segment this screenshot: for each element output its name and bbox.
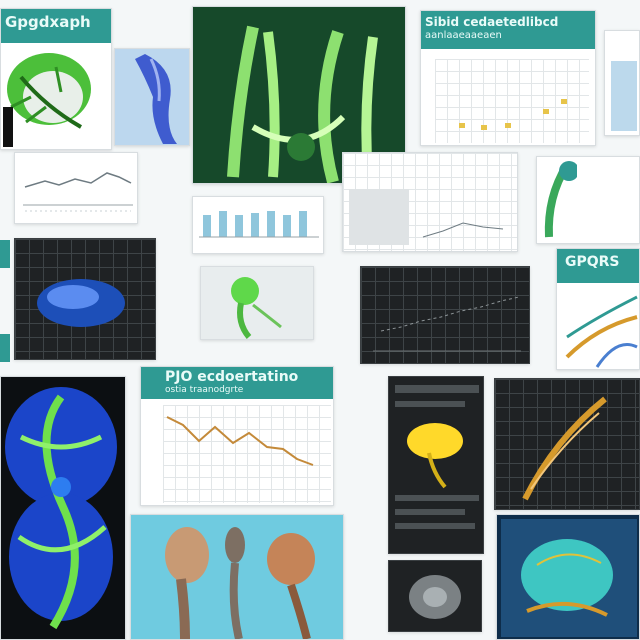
leaf-structure-icon: [3, 53, 91, 147]
card-brain-section: [0, 376, 126, 640]
card-title-band: Gpgdxaph: [1, 9, 111, 43]
card-line-chart: [14, 152, 138, 224]
card-middle-chart: PJO ecdoertatino ostia traanodgrte: [140, 366, 334, 506]
left-teal-tab: [0, 334, 10, 362]
card-dark-chart: [360, 266, 530, 364]
card-leaf-specimen: Gpgdxaph: [0, 8, 112, 150]
card-blue-ellipse: [14, 238, 156, 360]
card-title: PJO ecdoertatino: [165, 369, 299, 385]
card-dark-bottom: [388, 560, 482, 632]
leaf-structure-icon: [544, 161, 577, 238]
middle-line-plot: [166, 416, 314, 466]
card-title-band: PJO ecdoertatino ostia traanodgrte: [141, 367, 333, 399]
chart-area: [163, 405, 331, 503]
organ-specimen-icon: [115, 49, 189, 145]
card-title: GPQRS: [565, 254, 620, 270]
grey-specimen-image: [409, 575, 461, 619]
bulb-specimen-image: [201, 267, 313, 339]
card-title: Sibid cedaetedlibcd: [425, 15, 559, 29]
card-organ-models: [130, 514, 344, 640]
dark-chart-plot: [373, 296, 521, 352]
card-subtitle: aanlaaeaaeaen: [425, 30, 502, 41]
card-yellow-specimen: [388, 376, 484, 554]
card-side-strip: [604, 30, 640, 136]
card-right-title: GPQRS: [556, 248, 640, 370]
card-title-band: Sibid cedaetedlibcd aanlaaeaaeaen: [421, 11, 595, 49]
bar-chart-plot: [199, 211, 319, 238]
strip-color-block: [611, 61, 637, 131]
card-bar-chart: [192, 196, 324, 254]
table-block: [349, 189, 409, 245]
organ-models-image: [131, 515, 343, 639]
chart-area: [435, 59, 589, 143]
yellow-specimen-icon: [395, 385, 479, 529]
card-organ-specimen: [114, 48, 190, 146]
left-teal-tab: [0, 240, 10, 268]
scatter-marks: [459, 99, 567, 130]
card-teal-specimen: [496, 514, 640, 640]
teal-specimen-image: [501, 519, 637, 637]
brain-section-icon: [5, 387, 117, 630]
fibre-diagram: [565, 295, 638, 368]
card-amber-fibre: [494, 378, 640, 510]
card-subtitle: ostia traanodgrte: [165, 385, 244, 395]
table-trace: [422, 222, 504, 238]
card-green-bulb: [200, 266, 314, 340]
line-chart-plot: [23, 172, 133, 212]
card-specimen-table: [536, 156, 640, 244]
fibre-image: [522, 396, 607, 501]
card-title: Gpgdxaph: [5, 13, 91, 31]
cell-ellipse-image: [37, 279, 125, 327]
card-data-table: [342, 152, 518, 252]
card-header-chart: Sibid cedaetedlibcd aanlaaeaaeaen: [420, 10, 596, 146]
card-title-band: GPQRS: [557, 249, 639, 283]
